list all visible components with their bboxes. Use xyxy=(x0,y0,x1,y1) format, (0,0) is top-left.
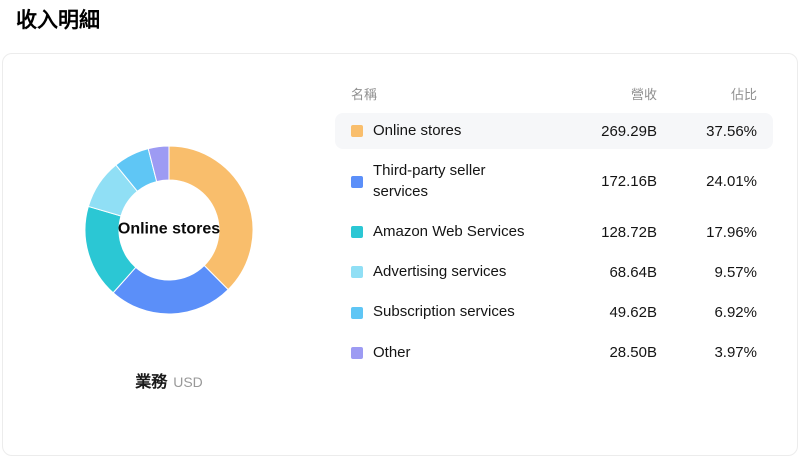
row-share: 24.01% xyxy=(706,173,757,191)
row-revenue: 28.50B xyxy=(609,344,657,362)
row-revenue: 49.62B xyxy=(609,304,657,322)
row-name: Advertising services xyxy=(373,263,507,281)
legend-color-swatch xyxy=(351,125,363,138)
table-row[interactable]: Other 28.50B 3.97% xyxy=(335,335,773,371)
table-row[interactable]: Amazon Web Services 128.72B 17.96% xyxy=(335,214,773,250)
legend-color-swatch xyxy=(351,266,363,279)
row-name: Other xyxy=(373,343,411,361)
revenue-breakdown-card: Online stores 業務 USD 名稱 營收 佔比 Online stor… xyxy=(2,53,798,457)
row-share: 37.56% xyxy=(706,122,757,140)
row-name: Third-party seller services xyxy=(373,162,486,200)
row-revenue: 128.72B xyxy=(601,223,657,241)
col-header-revenue: 營收 xyxy=(630,87,657,103)
row-share: 3.97% xyxy=(714,344,757,362)
table-header-row: 名稱 營收 佔比 xyxy=(335,84,773,103)
breakdown-table: 名稱 營收 佔比 Online stores 269.29B 37.56% Th… xyxy=(335,54,797,455)
col-header-name: 名稱 xyxy=(351,87,378,103)
table-row[interactable]: Online stores 269.29B 37.56% xyxy=(335,113,773,150)
row-revenue: 68.64B xyxy=(609,263,657,281)
table-row[interactable]: Third-party seller services 172.16B 24.0… xyxy=(335,153,773,210)
page-title: 收入明細 xyxy=(16,9,100,32)
row-revenue: 269.29B xyxy=(601,122,657,140)
chart-axis-legend: 業務 USD xyxy=(135,368,203,392)
row-share: 6.92% xyxy=(714,304,757,322)
table-row[interactable]: Advertising services 68.64B 9.57% xyxy=(335,254,773,290)
donut-segment[interactable] xyxy=(147,145,170,183)
row-name: Amazon Web Services xyxy=(373,222,525,240)
donut-panel: Online stores 業務 USD xyxy=(3,54,335,455)
donut-svg[interactable] xyxy=(83,144,255,316)
col-header-share: 佔比 xyxy=(730,87,757,103)
legend-color-swatch xyxy=(351,175,363,188)
legend-color-swatch xyxy=(351,306,363,319)
row-share: 17.96% xyxy=(706,223,757,241)
donut-chart[interactable]: Online stores xyxy=(83,144,255,316)
legend-title: 業務 xyxy=(135,374,168,392)
row-name: Online stores xyxy=(373,122,462,140)
legend-unit: USD xyxy=(173,374,203,391)
legend-color-swatch xyxy=(351,226,363,239)
row-revenue: 172.16B xyxy=(601,173,657,191)
row-name: Subscription services xyxy=(373,303,515,321)
legend-color-swatch xyxy=(351,346,363,359)
row-share: 9.57% xyxy=(714,263,757,281)
table-row[interactable]: Subscription services 49.62B 6.92% xyxy=(335,294,773,330)
donut-segment[interactable] xyxy=(168,145,254,291)
